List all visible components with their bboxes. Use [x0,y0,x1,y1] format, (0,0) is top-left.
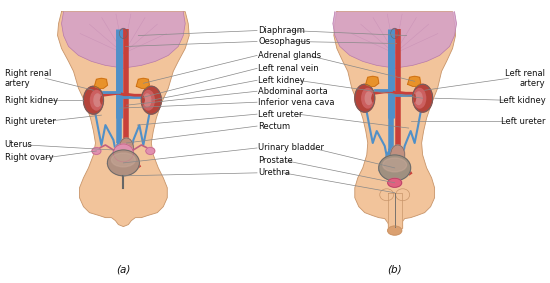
Text: Oesophagus: Oesophagus [258,37,310,46]
Polygon shape [388,193,402,228]
Ellipse shape [390,145,405,165]
Ellipse shape [113,144,133,162]
Text: Left kidney: Left kidney [498,96,545,105]
Ellipse shape [119,29,128,38]
Text: Rectum: Rectum [258,122,290,130]
Text: Abdominal aorta: Abdominal aorta [258,87,328,96]
Polygon shape [408,76,421,86]
Text: Right ureter: Right ureter [5,117,56,126]
Ellipse shape [144,94,151,106]
Ellipse shape [92,147,101,155]
Ellipse shape [395,189,410,201]
Ellipse shape [142,91,155,110]
Polygon shape [142,96,144,104]
Ellipse shape [118,159,128,167]
Ellipse shape [390,29,399,38]
Ellipse shape [362,89,374,108]
Text: Left renal vein: Left renal vein [258,64,318,73]
Text: Urethra: Urethra [258,168,290,177]
Text: (a): (a) [116,264,130,274]
Ellipse shape [90,91,102,110]
Text: Right renal
artery: Right renal artery [5,68,51,88]
Ellipse shape [388,178,402,187]
Ellipse shape [84,86,103,114]
Text: Urinary bladder: Urinary bladder [258,143,324,153]
Text: Right ovary: Right ovary [5,153,53,162]
Polygon shape [372,94,374,102]
Ellipse shape [146,147,155,155]
Polygon shape [101,96,102,104]
Text: Inferior vena cava: Inferior vena cava [258,98,334,107]
Text: Prostate: Prostate [258,156,293,165]
Ellipse shape [415,92,422,104]
Ellipse shape [412,84,433,112]
Polygon shape [366,76,379,86]
Ellipse shape [379,189,394,201]
Text: Left ureter: Left ureter [258,110,302,119]
Ellipse shape [355,84,375,112]
Ellipse shape [379,155,411,181]
Text: Uterus: Uterus [5,140,32,149]
Text: Right kidney: Right kidney [5,96,58,105]
Ellipse shape [107,150,139,176]
Text: (b): (b) [387,264,402,274]
Text: Left renal
artery: Left renal artery [505,68,545,88]
Polygon shape [58,12,189,227]
Polygon shape [333,12,456,68]
Polygon shape [414,94,416,102]
Polygon shape [95,78,107,88]
Ellipse shape [365,92,372,104]
Text: Left ureter: Left ureter [501,117,545,126]
Ellipse shape [119,138,133,158]
Text: Left kidney: Left kidney [258,76,305,85]
Polygon shape [62,12,185,68]
Ellipse shape [94,94,101,106]
Ellipse shape [414,89,426,108]
Polygon shape [136,78,149,88]
Ellipse shape [141,86,161,114]
Text: Adrenal glands: Adrenal glands [258,51,321,60]
Ellipse shape [388,226,402,235]
Text: Diaphragm: Diaphragm [258,26,305,35]
Ellipse shape [383,158,406,172]
Ellipse shape [112,153,135,167]
Polygon shape [334,12,455,231]
